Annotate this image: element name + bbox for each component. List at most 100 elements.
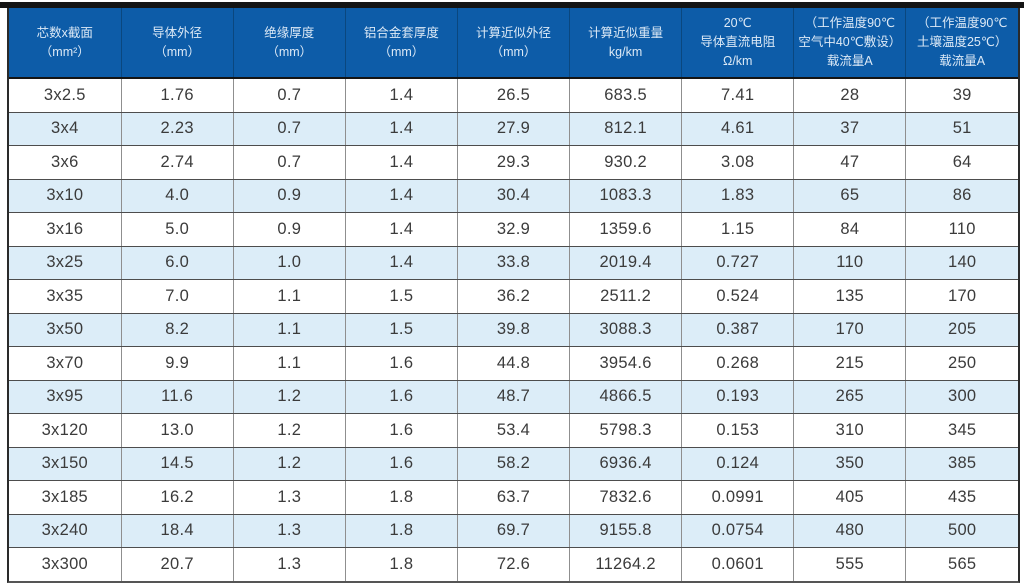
column-header-line: kg/km (608, 44, 643, 59)
table-cell: 555 (793, 547, 907, 581)
table-cell: 1.2 (233, 447, 346, 481)
table-cell: 27.9 (457, 112, 571, 146)
table-cell: 8.2 (121, 313, 234, 347)
table-cell: 39.8 (457, 313, 571, 347)
column-header-line: 导体直流电阻 (700, 35, 776, 50)
table-cell: 1.8 (345, 480, 458, 515)
table-cell: 3x50 (9, 313, 122, 347)
table-row: 3x50 8.2 1.1 1.5 39.8 3088.3 0.387 170 205 (9, 313, 1018, 347)
table-cell: 1.4 (345, 212, 458, 247)
table-cell: 1.2 (233, 380, 346, 414)
table-cell: 565 (905, 547, 1018, 581)
table-cell: 0.9 (233, 212, 346, 247)
cable-spec-table-container: 芯数x截面 （mm²） 导体外径 （mm） 绝缘厚度 （mm） 铝合金套厚度 （mm） 计算近似… (7, 8, 1020, 583)
table-cell: 1.0 (233, 246, 346, 280)
table-cell: 1.4 (345, 78, 458, 113)
column-header-line: （工作温度90℃ (804, 16, 896, 31)
column-header: （工作温度90℃ 空气中40℃敷设） 载流量A (793, 8, 907, 79)
table-row: 3x150 14.5 1.2 1.6 58.2 6936.4 0.124 350 385 (9, 447, 1018, 481)
table-cell: 812.1 (569, 112, 683, 146)
table-cell: 170 (793, 313, 907, 347)
table-cell: 170 (905, 279, 1018, 314)
table-row: 3x6 2.74 0.7 1.4 29.3 930.2 3.08 47 64 (9, 145, 1018, 180)
column-header: 导体外径 （mm） (121, 8, 234, 79)
column-header-line: 20℃ (723, 16, 752, 31)
table-cell: 0.7 (233, 112, 346, 146)
table-row: 3x240 18.4 1.3 1.8 69.7 9155.8 0.0754 480 500 (9, 514, 1018, 548)
table-cell: 53.4 (457, 413, 571, 448)
table-cell: 28 (793, 78, 907, 113)
table-cell: 26.5 (457, 78, 571, 113)
table-cell: 3x35 (9, 279, 122, 314)
table-cell: 69.7 (457, 514, 571, 548)
table-cell: 683.5 (569, 78, 683, 113)
table-cell: 0.524 (681, 279, 795, 314)
table-cell: 1.6 (345, 380, 458, 414)
table-cell: 205 (905, 313, 1018, 347)
table-cell: 0.268 (681, 346, 795, 381)
table-cell: 3x150 (9, 447, 122, 481)
table-cell: 1.15 (681, 212, 795, 247)
table-cell: 5798.3 (569, 413, 683, 448)
table-cell: 1359.6 (569, 212, 683, 247)
table-cell: 3954.6 (569, 346, 683, 381)
table-cell: 72.6 (457, 547, 571, 581)
table-cell: 18.4 (121, 514, 234, 548)
table-cell: 29.3 (457, 145, 571, 180)
table-cell: 0.124 (681, 447, 795, 481)
table-cell: 1.6 (345, 447, 458, 481)
column-header: 铝合金套厚度 （mm） (345, 8, 458, 79)
table-cell: 385 (905, 447, 1018, 481)
table-cell: 3x120 (9, 413, 122, 448)
table-cell: 1.4 (345, 112, 458, 146)
column-header-line: 载流量A (826, 53, 873, 68)
table-cell: 350 (793, 447, 907, 481)
table-cell: 5.0 (121, 212, 234, 247)
table-cell: 1.3 (233, 514, 346, 548)
table-cell: 1.1 (233, 346, 346, 381)
table-cell: 3088.3 (569, 313, 683, 347)
table-cell: 44.8 (457, 346, 571, 381)
column-header-line: Ω/km (722, 53, 753, 68)
table-cell: 36.2 (457, 279, 571, 314)
table-cell: 1.4 (345, 179, 458, 213)
table-cell: 480 (793, 514, 907, 548)
table-row: 3x10 4.0 0.9 1.4 30.4 1083.3 1.83 65 86 (9, 179, 1018, 213)
column-header-line: 土壤温度25℃） (916, 35, 1008, 50)
table-cell: 110 (905, 212, 1018, 247)
table-cell: 4.0 (121, 179, 234, 213)
column-header-line: 载流量A (939, 53, 986, 68)
table-row: 3x185 16.2 1.3 1.8 63.7 7832.6 0.0991 405 435 (9, 480, 1018, 515)
table-cell: 33.8 (457, 246, 571, 280)
top-border-bar (0, 2, 1024, 8)
table-cell: 9155.8 (569, 514, 683, 548)
table-cell: 1.3 (233, 480, 346, 515)
table-cell: 930.2 (569, 145, 683, 180)
table-cell: 345 (905, 413, 1018, 448)
table-cell: 1.6 (345, 413, 458, 448)
table-cell: 7.0 (121, 279, 234, 314)
table-cell: 0.0754 (681, 514, 795, 548)
table-cell: 48.7 (457, 380, 571, 414)
column-header: 计算近似重量 kg/km (569, 8, 683, 79)
table-cell: 1083.3 (569, 179, 683, 213)
table-cell: 58.2 (457, 447, 571, 481)
column-header-line: 空气中40℃敷设） (798, 35, 902, 50)
table-body: 3x2.5 1.76 0.7 1.4 26.5 683.5 7.41 28 39 3x4 2.23 0… (9, 78, 1018, 581)
table-cell: 1.83 (681, 179, 795, 213)
table-cell: 140 (905, 246, 1018, 280)
table-cell: 435 (905, 480, 1018, 515)
table-cell: 1.5 (345, 313, 458, 347)
table-cell: 9.9 (121, 346, 234, 381)
column-header: 20℃ 导体直流电阻 Ω/km (681, 8, 795, 79)
column-header-line: （mm） (490, 44, 537, 59)
table-cell: 135 (793, 279, 907, 314)
table-cell: 310 (793, 413, 907, 448)
table-cell: 1.8 (345, 514, 458, 548)
column-header-line: 铝合金套厚度 (363, 25, 439, 40)
table-cell: 2.23 (121, 112, 234, 146)
table-row: 3x120 13.0 1.2 1.6 53.4 5798.3 0.153 310 345 (9, 413, 1018, 448)
table-cell: 1.5 (345, 279, 458, 314)
table-cell: 84 (793, 212, 907, 247)
